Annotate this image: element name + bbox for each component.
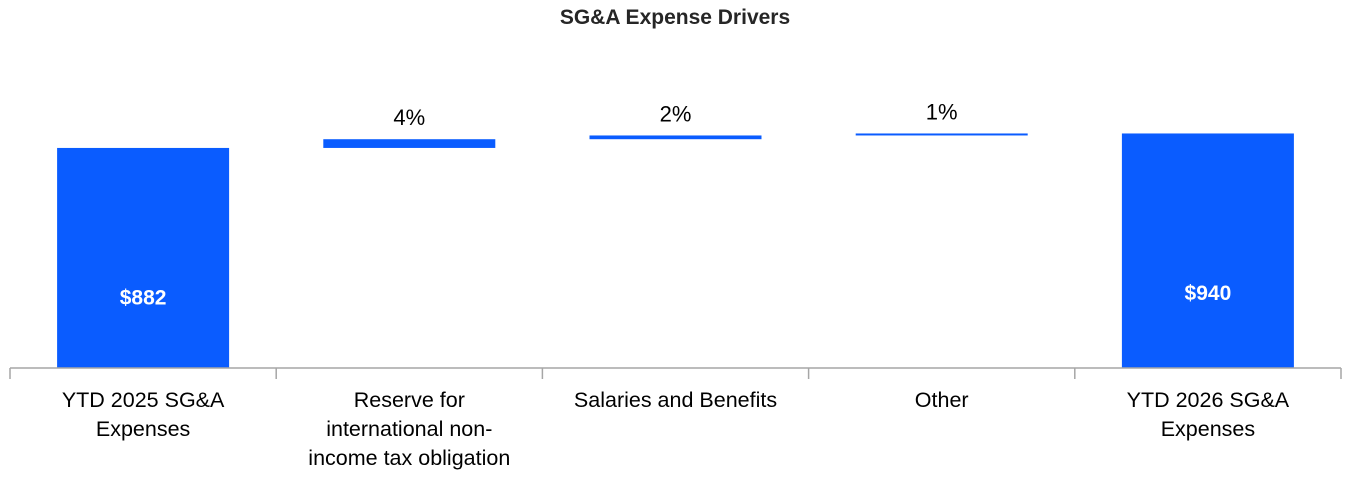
category-label: YTD 2025 SG&A Expenses	[62, 388, 225, 441]
category-label-line: Expenses	[96, 417, 190, 441]
category-label: Other	[915, 388, 969, 412]
change-percent-label: 2%	[660, 101, 692, 126]
increase-bar-2	[589, 135, 762, 140]
increase-bar-1	[323, 139, 496, 148]
change-percent-label: 4%	[393, 105, 425, 130]
x-axis	[9, 367, 1342, 379]
category-label-line: Other	[915, 388, 969, 412]
category-label-line: income tax obligation	[308, 446, 510, 470]
increase-bar-3	[855, 133, 1028, 136]
category-label-line: Salaries and Benefits	[574, 388, 777, 412]
category-label-line: international non-	[326, 417, 492, 441]
category-label-line: YTD 2026 SG&A	[1127, 388, 1290, 412]
category-label: Salaries and Benefits	[574, 388, 777, 412]
category-label-line: YTD 2025 SG&A	[62, 388, 225, 412]
category-label: YTD 2026 SG&A Expenses	[1127, 388, 1290, 441]
labels-layer: $882 4% 2% 1% $940 YTD 2025 SG&A Expenses Reser…	[62, 99, 1290, 470]
bars-layer	[57, 133, 1294, 368]
total-value-label: $940	[1185, 282, 1232, 305]
chart-title: SG&A Expense Drivers	[559, 6, 791, 29]
total-bar-0	[57, 147, 230, 368]
total-value-label: $882	[120, 287, 167, 310]
total-bar-4	[1121, 133, 1294, 368]
category-label-line: Expenses	[1161, 417, 1255, 441]
category-label: Reserve for international non-income tax …	[308, 388, 510, 470]
category-label-line: Reserve for	[354, 388, 465, 412]
change-percent-label: 1%	[926, 99, 958, 124]
